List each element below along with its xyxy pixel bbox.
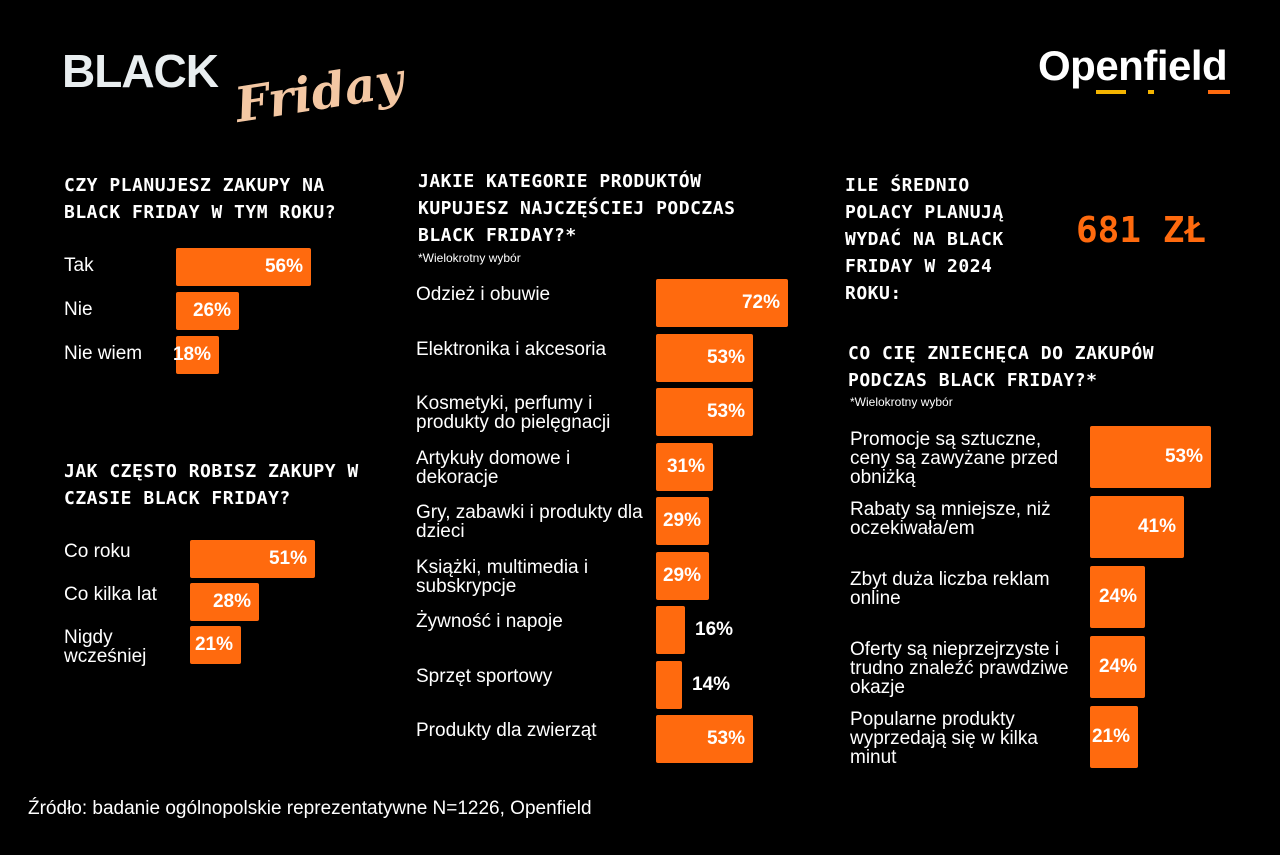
bar-label: Nie wiem [64, 343, 143, 364]
bar [656, 606, 685, 654]
black-title: BLACK [62, 45, 219, 97]
bar-label: Odzież i obuwie [416, 284, 551, 305]
bar [190, 583, 259, 621]
openfield-logo: Openfield [1038, 42, 1228, 89]
bar-label: Nie [64, 299, 93, 320]
bar-label: Sprzęt sportowy [416, 665, 553, 687]
bar-value-label: 29% [662, 510, 701, 531]
bar [656, 497, 709, 545]
bar-label: Kosmetyki, perfumy i produkty do pielęgn… [416, 393, 611, 433]
section-plan-heading: CZY PLANUJESZ ZAKUPY NA BLACK FRIDAY W T… [64, 175, 337, 223]
bar-label: Popularne produkty wyprzedają się w kilk… [850, 709, 1038, 768]
bar [190, 626, 241, 664]
bar-label: Gry, zabawki i produkty dla dzieci [416, 502, 643, 542]
bar-value-label: 28% [212, 591, 251, 612]
bar-label: Produkty dla zwierząt [416, 720, 597, 741]
bar-value-label: 51% [268, 548, 307, 569]
section-categories-heading: JAKIE KATEGORIE PRODUKTÓW KUPUJESZ NAJCZ… [418, 171, 736, 246]
bar [176, 248, 311, 286]
bar [1090, 426, 1211, 488]
bar-value-label: 18% [172, 344, 211, 365]
bar [656, 279, 788, 327]
bar-value-label: 21% [1091, 726, 1130, 747]
bar-value-label: 24% [1098, 656, 1137, 677]
section-frequency-heading: JAK CZĘSTO ROBISZ ZAKUPY W CZASIE BLACK … [64, 461, 359, 509]
bar-value-label: 16% [695, 619, 734, 640]
friday-script-title: Friday [231, 52, 408, 135]
bar-value-label: 53% [706, 346, 745, 368]
bar [656, 333, 753, 382]
bar [1090, 566, 1145, 628]
bar-label: Książki, multimedia i subskrypcje [416, 556, 589, 597]
source-note: Źródło: badanie ogólnopolskie reprezenta… [28, 798, 592, 819]
bar [656, 442, 713, 491]
bar-value-label: 26% [192, 300, 231, 321]
section-spend-heading: ILE ŚREDNIO POLACY PLANUJĄ WYDAĆ NA BLAC… [845, 175, 1004, 304]
bar [190, 540, 315, 578]
bar [1090, 706, 1138, 768]
categories-note: *Wielokrotny wybór [418, 251, 521, 265]
bar-label: Rabaty są mniejsze, niż oczekiwała/em [850, 499, 1051, 539]
bar-value-label: 56% [264, 256, 303, 277]
bar-label: Elektronika i akcesoria [416, 338, 607, 360]
bar [1090, 496, 1184, 558]
bar [176, 292, 239, 330]
bar-label: Co roku [64, 541, 131, 562]
bar-label: Oferty są nieprzejrzyste i trudno znaleź… [850, 639, 1069, 698]
bar-label: Promocje są sztuczne, ceny są zawyżane p… [850, 429, 1059, 488]
bar [656, 388, 753, 436]
bar [1090, 636, 1145, 698]
bar-value-label: 24% [1098, 586, 1137, 607]
bar-value-label: 53% [706, 728, 745, 749]
section-discourage-heading: CO CIĘ ZNIECHĘCA DO ZAKUPÓW PODCZAS BLAC… [848, 343, 1155, 391]
bar [656, 660, 682, 709]
bar-value-label: 21% [194, 634, 233, 655]
bar-label: Tak [64, 255, 94, 276]
bar-value-label: 41% [1137, 516, 1176, 537]
spend-value: 681 ZŁ [1076, 210, 1207, 251]
discourage-note: *Wielokrotny wybór [850, 395, 953, 409]
bar-label: Nigdy wcześniej [64, 627, 147, 667]
bar-value-label: 72% [741, 292, 780, 313]
bar-label: Zbyt duża liczba reklam online [850, 569, 1050, 609]
bar [656, 551, 709, 600]
bar-value-label: 53% [1164, 446, 1203, 467]
bar-label: Artykuły domowe i dekoracje [416, 447, 571, 488]
logo-underline-marks [1096, 90, 1231, 95]
bar-value-label: 14% [692, 673, 731, 695]
bar-value-label: 29% [662, 564, 701, 586]
bar-value-label: 31% [666, 455, 705, 477]
bar [176, 336, 219, 374]
bar-label: Żywność i napoje [416, 611, 563, 632]
bar-value-label: 53% [706, 401, 745, 422]
bar [656, 715, 753, 763]
bar-label: Co kilka lat [64, 584, 157, 605]
